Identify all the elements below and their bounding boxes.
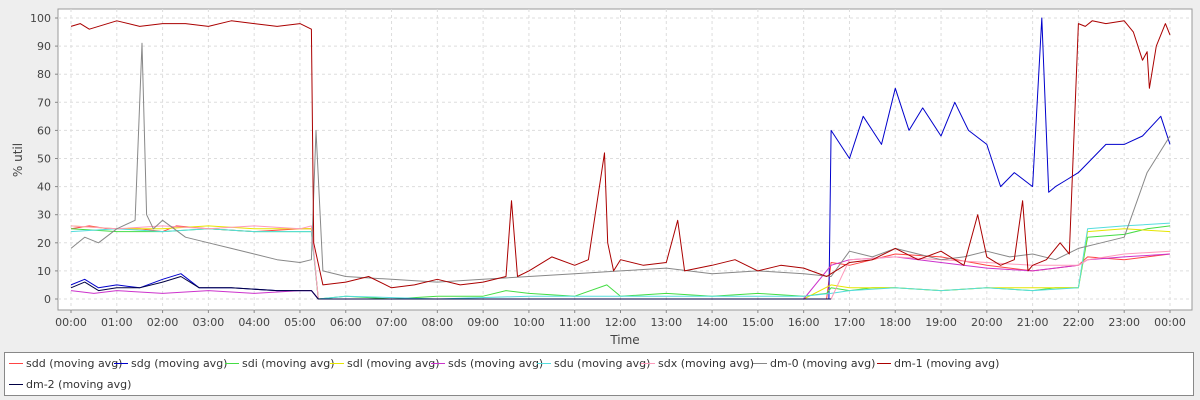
x-tick-label: 12:00 [605,316,637,329]
legend-swatch [431,362,445,364]
legend-item: dm-1 (moving avg) [877,356,999,372]
y-tick-label: 60 [37,124,51,137]
legend-swatch [641,362,655,364]
y-tick-label: 100 [30,12,51,25]
x-tick-label: 22:00 [1063,316,1095,329]
legend-swatch [225,362,239,364]
y-tick-label: 30 [37,209,51,222]
legend-item: dm-0 (moving avg) [753,356,875,372]
x-tick-label: 05:00 [284,316,316,329]
legend-label: sdd (moving avg) [26,357,123,370]
y-tick-label: 50 [37,153,51,166]
x-tick-label: 07:00 [376,316,408,329]
legend-item: sdg (moving avg) [114,356,227,372]
legend-swatch [537,362,551,364]
x-tick-label: 16:00 [788,316,820,329]
legend-item: sdi (moving avg) [225,356,335,372]
legend-label: sdg (moving avg) [131,357,228,370]
series-line-sdu [70,222,1171,300]
y-tick-label: 80 [37,68,51,81]
legend-item: sdx (moving avg) [641,356,754,372]
plot-background [57,8,1193,311]
x-tick-label: 09:00 [467,316,499,329]
y-tick-label: 20 [37,237,51,250]
legend-item: dm-2 (moving avg) [9,377,131,393]
legend-swatch [9,362,23,364]
y-axis: 0 10 20 30 40 50 60 70 80 90 100 [30,12,58,306]
x-tick-label: 11:00 [559,316,591,329]
series-lines [70,17,1171,300]
legend-label: dm-1 (moving avg) [894,357,1000,370]
legend-label: sdu (moving avg) [554,357,651,370]
x-axis-label: Time [609,333,639,347]
legend-swatch [877,362,891,364]
legend-item: sds (moving avg) [431,356,543,372]
legend-label: sds (moving avg) [448,357,544,370]
legend-item: sdd (moving avg) [9,356,122,372]
y-tick-label: 70 [37,96,51,109]
y-tick-label: 90 [37,40,51,53]
x-tick-label: 08:00 [421,316,453,329]
legend-swatch [330,362,344,364]
x-tick-label: 04:00 [238,316,270,329]
y-tick-label: 0 [44,293,51,306]
x-tick-label: 21:00 [1017,316,1049,329]
legend-label: dm-2 (moving avg) [26,378,132,391]
series-line-dm-2 [70,276,832,300]
legend-swatch [753,362,767,364]
legend-item: sdl (moving avg) [330,356,440,372]
x-tick-label: 00:00 [55,316,87,329]
legend-swatch [9,383,23,385]
x-tick-label: 10:00 [513,316,545,329]
x-tick-label: 03:00 [193,316,225,329]
series-line-dm-0 [70,42,1171,283]
legend-label: sdx (moving avg) [658,357,754,370]
legend-label: dm-0 (moving avg) [770,357,876,370]
y-tick-label: 10 [37,265,51,278]
x-tick-label: 20:00 [971,316,1003,329]
x-axis: 00:00 01:00 02:00 03:00 04:00 05:00 06:00 07:00… [55,310,1186,329]
legend-label: sdl (moving avg) [347,357,440,370]
series-line-dm-1 [70,20,1171,289]
legend: sdd (moving avg) sdg (moving avg) sdi (mov… [4,352,1194,396]
grid [58,9,1192,310]
x-tick-label: 15:00 [742,316,774,329]
x-tick-label: 19:00 [925,316,957,329]
y-tick-label: 40 [37,181,51,194]
chart: 0 10 20 30 40 50 60 70 80 90 100 00:00 01:00 02:00 03… [11,8,1193,347]
x-tick-label: 14:00 [696,316,728,329]
x-tick-label: 00:00 [1154,316,1186,329]
x-tick-label: 13:00 [650,316,682,329]
y-axis-label: % util [11,143,25,177]
x-tick-label: 23:00 [1108,316,1140,329]
x-tick-label: 17:00 [834,316,866,329]
legend-item: sdu (moving avg) [537,356,650,372]
x-tick-label: 02:00 [147,316,179,329]
x-tick-label: 18:00 [879,316,911,329]
x-tick-label: 06:00 [330,316,362,329]
x-tick-label: 01:00 [101,316,133,329]
legend-swatch [114,362,128,364]
legend-label: sdi (moving avg) [242,357,335,370]
